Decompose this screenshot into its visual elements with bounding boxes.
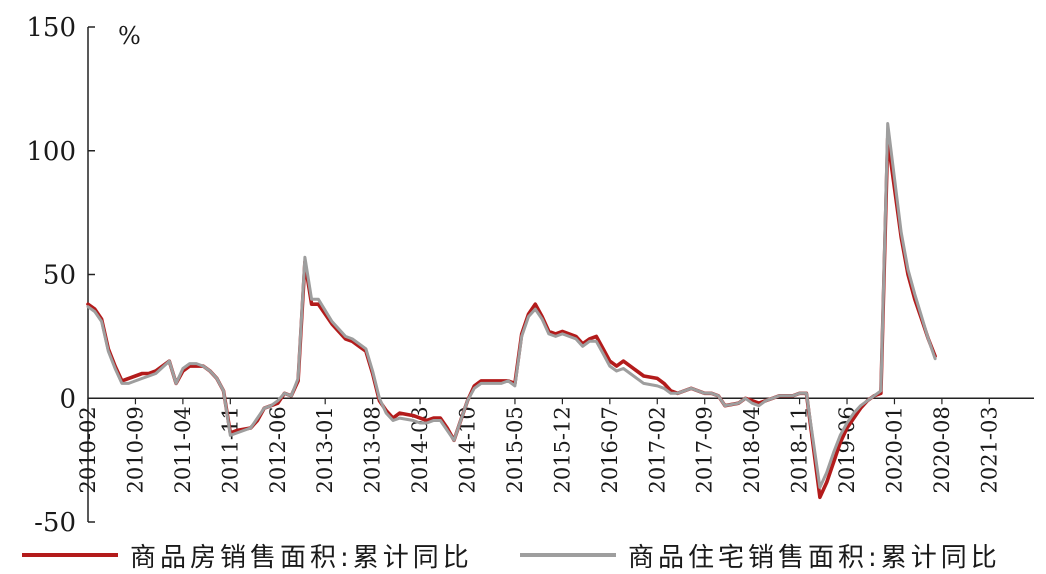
y-axis-unit-label: %	[118, 22, 141, 50]
y-tick-label: 0	[59, 384, 76, 414]
chart-canvas: -50 0 50 100 150 2010-02 2010-09 2011-04 2011-11…	[26, 13, 1034, 536]
x-tick-label: 2015-05	[503, 406, 527, 493]
y-tick-label: -50	[34, 508, 76, 536]
legend-swatch-series-2	[520, 553, 616, 557]
x-tick-label: 2010-02	[76, 406, 100, 493]
series-line-2	[86, 122, 937, 489]
legend-swatch-series-1	[22, 553, 118, 557]
legend-label-series-2: 商品住宅销售面积:累计同比	[628, 542, 1001, 573]
x-tick-label: 2013-01	[313, 406, 337, 493]
x-tick-label: 2015-12	[550, 406, 574, 493]
x-tick-label: 2016-07	[598, 406, 622, 493]
x-tick-label: 2021-03	[977, 406, 1001, 493]
x-tick-label: 2018-04	[740, 406, 764, 493]
legend-item-series-2: 商品住宅销售面积:累计同比	[520, 536, 1001, 574]
x-tick-label: 2020-08	[930, 406, 954, 493]
legend: 商品房销售面积:累计同比 商品住宅销售面积:累计同比	[0, 536, 1046, 574]
y-tick-label: 150	[26, 13, 76, 43]
x-tick-label: 2013-08	[361, 406, 385, 493]
x-tick-label: 2020-01	[882, 406, 906, 493]
x-tick-label: 2014-10	[456, 406, 480, 493]
x-tick-label: 2017-09	[693, 406, 717, 493]
x-tick-label: 2018-11	[788, 406, 812, 493]
y-tick-label: 100	[26, 137, 76, 167]
axes: -50 0 50 100 150 2010-02 2010-09 2011-04 2011-11…	[26, 13, 1034, 536]
x-tick-label: 2012-06	[266, 406, 290, 493]
x-tick-label: 2011-11	[218, 406, 242, 493]
legend-label-series-1: 商品房销售面积:累计同比	[130, 542, 473, 573]
y-tick-label: 50	[43, 261, 76, 291]
x-tick-label: 2010-09	[123, 406, 147, 493]
series-layer	[86, 122, 937, 500]
legend-item-series-1: 商品房销售面积:累计同比	[22, 536, 473, 574]
x-tick-label: 2011-04	[171, 406, 195, 493]
x-tick-label: 2017-02	[645, 406, 669, 493]
